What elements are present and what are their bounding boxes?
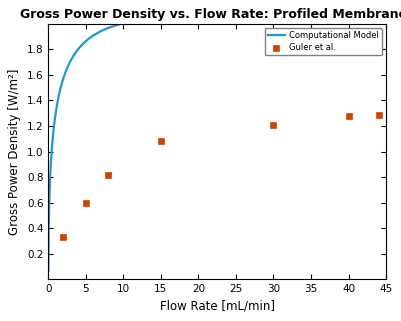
- Guler et al.: [105, 172, 111, 177]
- Computational Model: [63, 70, 68, 74]
- Computational Model: [201, 12, 206, 16]
- Computational Model: [312, 10, 317, 14]
- Y-axis label: Gross Power Density [W/m²]: Gross Power Density [W/m²]: [8, 68, 21, 235]
- Legend: Computational Model, Guler et al.: Computational Model, Guler et al.: [265, 28, 382, 55]
- Guler et al.: [270, 122, 277, 127]
- Line: Computational Model: Computational Model: [49, 12, 386, 271]
- Guler et al.: [83, 200, 89, 205]
- Guler et al.: [60, 235, 67, 240]
- X-axis label: Flow Rate [mL/min]: Flow Rate [mL/min]: [160, 300, 275, 313]
- Guler et al.: [375, 112, 382, 117]
- Title: Gross Power Density vs. Flow Rate: Profiled Membranes: Gross Power Density vs. Flow Rate: Profi…: [20, 8, 401, 21]
- Computational Model: [374, 10, 379, 13]
- Computational Model: [374, 10, 379, 13]
- Computational Model: [46, 269, 51, 273]
- Computational Model: [384, 10, 389, 13]
- Guler et al.: [158, 139, 164, 144]
- Computational Model: [210, 12, 215, 16]
- Guler et al.: [345, 113, 352, 118]
